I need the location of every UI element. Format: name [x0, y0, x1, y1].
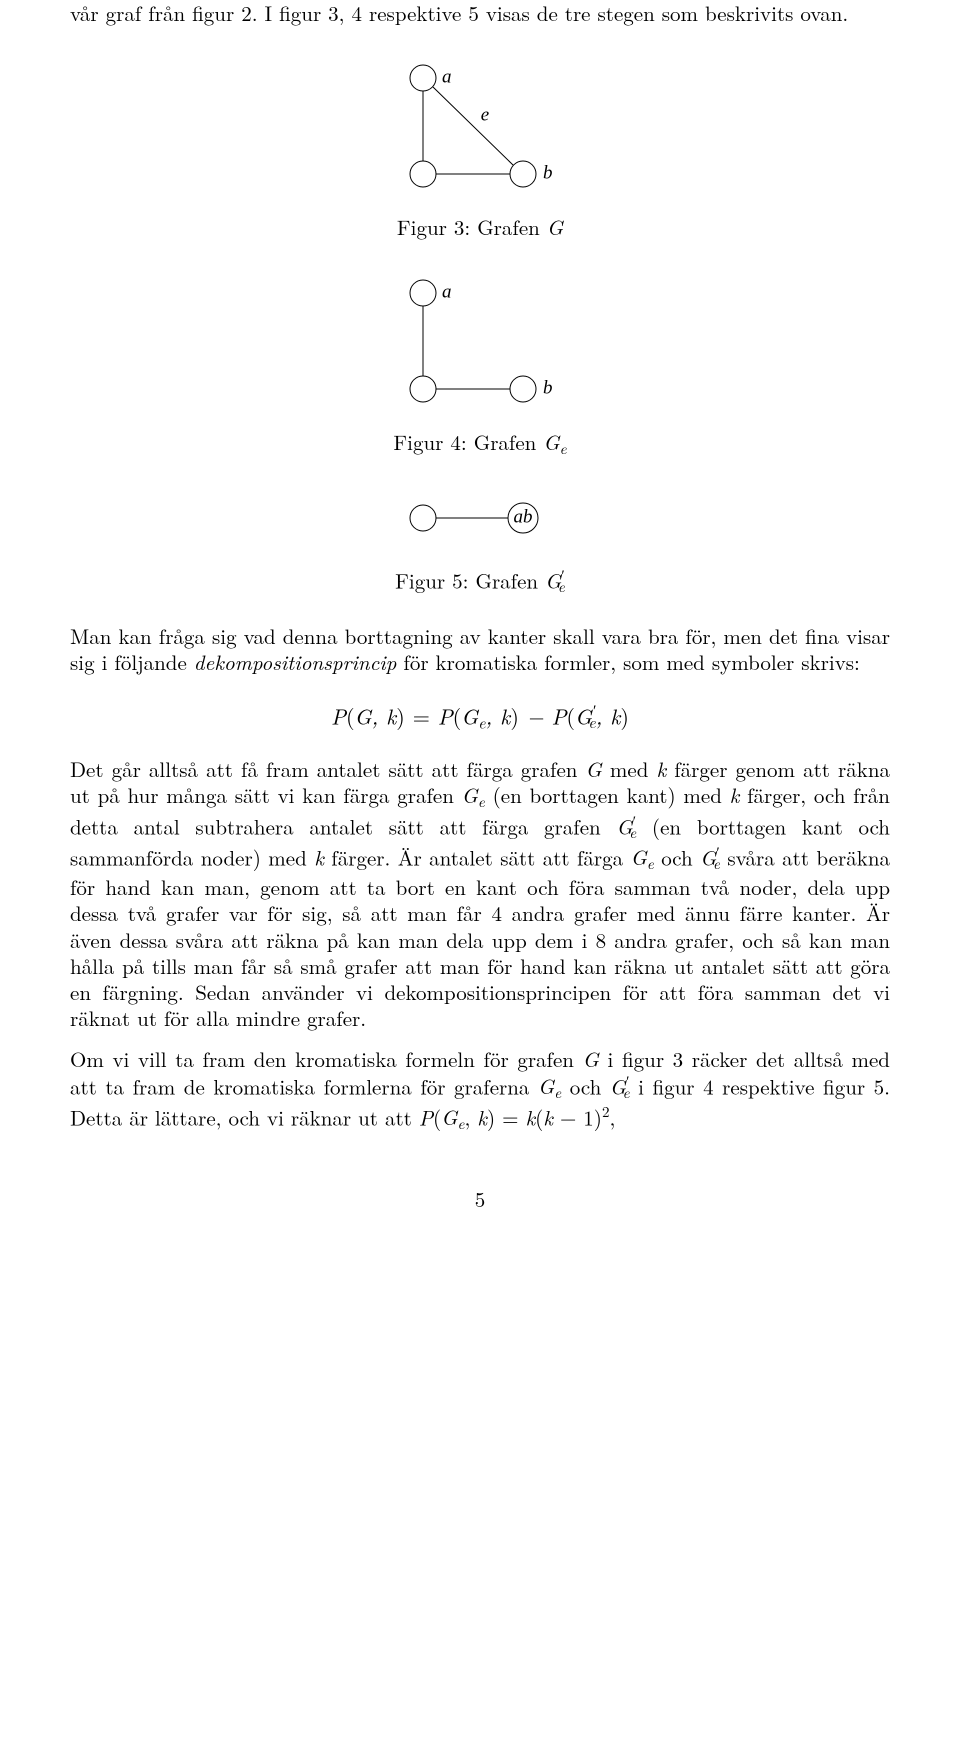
figure-5: ab Figur 5: Grafen G′e: [70, 488, 890, 597]
figure-4-svg: ab: [395, 271, 565, 411]
figure-3-caption: Figur 3: Grafen G: [70, 214, 890, 240]
svg-text:b: b: [543, 377, 553, 398]
decomposition-equation: P(G, k) = P(Ge, k) − P(G′e, k): [70, 700, 890, 732]
page-number: 5: [70, 1186, 890, 1212]
figure-4-caption: Figur 4: Grafen Ge: [70, 429, 890, 459]
svg-text:ab: ab: [514, 507, 533, 528]
paragraph-example: Om vi vill ta fram den kromatiska formel…: [70, 1046, 890, 1134]
figure-3: e a b Figur 3: Grafen G: [70, 56, 890, 240]
figure-5-caption: Figur 5: Grafen G′e: [70, 566, 890, 597]
intro-paragraph: vår graf från figur 2. I figur 3, 4 resp…: [70, 0, 890, 26]
svg-text:a: a: [442, 67, 452, 88]
svg-text:b: b: [543, 163, 553, 184]
figure-3-svg: e a b: [395, 56, 565, 196]
figure-4: ab Figur 4: Grafen Ge: [70, 271, 890, 459]
svg-text:a: a: [442, 281, 452, 302]
svg-text:e: e: [481, 105, 489, 126]
paragraph-decomposition-intro: Man kan fråga sig vad denna borttagning …: [70, 623, 890, 676]
figure-5-svg: ab: [395, 488, 565, 548]
paragraph-explanation: Det går alltså att få fram antalet sätt …: [70, 756, 890, 1031]
